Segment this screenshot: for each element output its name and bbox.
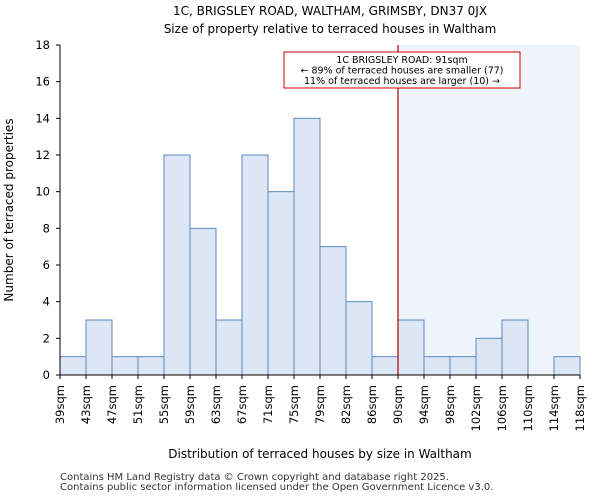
x-tick-label: 82sqm	[339, 385, 353, 424]
bar-102sqm	[475, 337, 503, 376]
x-axis-label: Distribution of terraced houses by size …	[168, 447, 471, 461]
chart-title: 1C, BRIGSLEY ROAD, WALTHAM, GRIMSBY, DN3…	[173, 4, 487, 18]
annotation-line-3: 11% of terraced houses are larger (10) →	[304, 76, 500, 87]
bar-59sqm	[189, 227, 217, 376]
bar-39sqm	[59, 356, 87, 376]
x-tick-label: 55sqm	[157, 385, 171, 424]
y-tick-label: 0	[43, 368, 50, 382]
x-tick-label: 59sqm	[183, 385, 197, 424]
y-axis-label: Number of terraced properties	[2, 118, 16, 301]
annotation-line-2: ← 89% of terraced houses are smaller (77…	[300, 66, 503, 77]
footer-line-1: Contains HM Land Registry data © Crown c…	[60, 472, 449, 483]
x-tick-label: 98sqm	[443, 385, 457, 424]
bar-98sqm	[449, 356, 477, 376]
x-tick-label: 75sqm	[287, 385, 301, 424]
x-tick-label: 67sqm	[235, 385, 249, 424]
y-tick-label: 14	[35, 111, 50, 125]
y-tick-label: 8	[43, 221, 50, 235]
x-tick-label: 102sqm	[469, 385, 483, 431]
y-tick-label: 2	[43, 331, 50, 345]
bar-51sqm	[137, 356, 165, 376]
y-tick-label: 6	[43, 258, 50, 272]
annotation-box	[283, 51, 521, 89]
chart-subtitle: Size of property relative to terraced ho…	[164, 22, 497, 36]
x-tick-label: 79sqm	[313, 385, 327, 424]
x-tick-label: 90sqm	[391, 385, 405, 424]
x-tick-label: 106sqm	[495, 385, 509, 431]
x-tick-label: 114sqm	[547, 385, 561, 431]
x-tick-label: 110sqm	[521, 385, 535, 431]
bar-75sqm	[293, 117, 321, 376]
x-tick-label: 39sqm	[53, 385, 67, 424]
y-tick-label: 10	[35, 185, 50, 199]
x-tick-label: 118sqm	[573, 385, 587, 431]
x-tick-label: 94sqm	[417, 385, 431, 424]
annotation-line-1: 1C BRIGSLEY ROAD: 91sqm	[336, 55, 467, 66]
bar-86sqm	[371, 356, 399, 376]
bar-94sqm	[423, 356, 451, 376]
bar-82sqm	[345, 301, 373, 376]
x-tick-label: 43sqm	[79, 385, 93, 424]
bar-79sqm	[319, 246, 347, 376]
bar-114sqm	[553, 356, 581, 376]
bar-67sqm	[241, 154, 269, 376]
bar-90sqm	[397, 319, 425, 376]
x-tick-label: 86sqm	[365, 385, 379, 424]
x-tick-label: 63sqm	[209, 385, 223, 424]
bar-47sqm	[111, 356, 139, 376]
bar-71sqm	[267, 191, 295, 376]
bar-55sqm	[163, 154, 191, 376]
highlight-region	[398, 45, 580, 375]
x-tick-label: 51sqm	[131, 385, 145, 424]
x-tick-label: 71sqm	[261, 385, 275, 424]
bar-63sqm	[215, 319, 243, 376]
x-tick-label: 47sqm	[105, 385, 119, 424]
y-tick-label: 4	[43, 295, 50, 309]
y-tick-label: 18	[35, 38, 50, 52]
bar-106sqm	[501, 319, 529, 376]
footer-line-2: Contains public sector information licen…	[60, 482, 494, 493]
y-tick-label: 16	[35, 75, 50, 89]
bar-43sqm	[85, 319, 113, 376]
y-tick-label: 12	[35, 148, 50, 162]
